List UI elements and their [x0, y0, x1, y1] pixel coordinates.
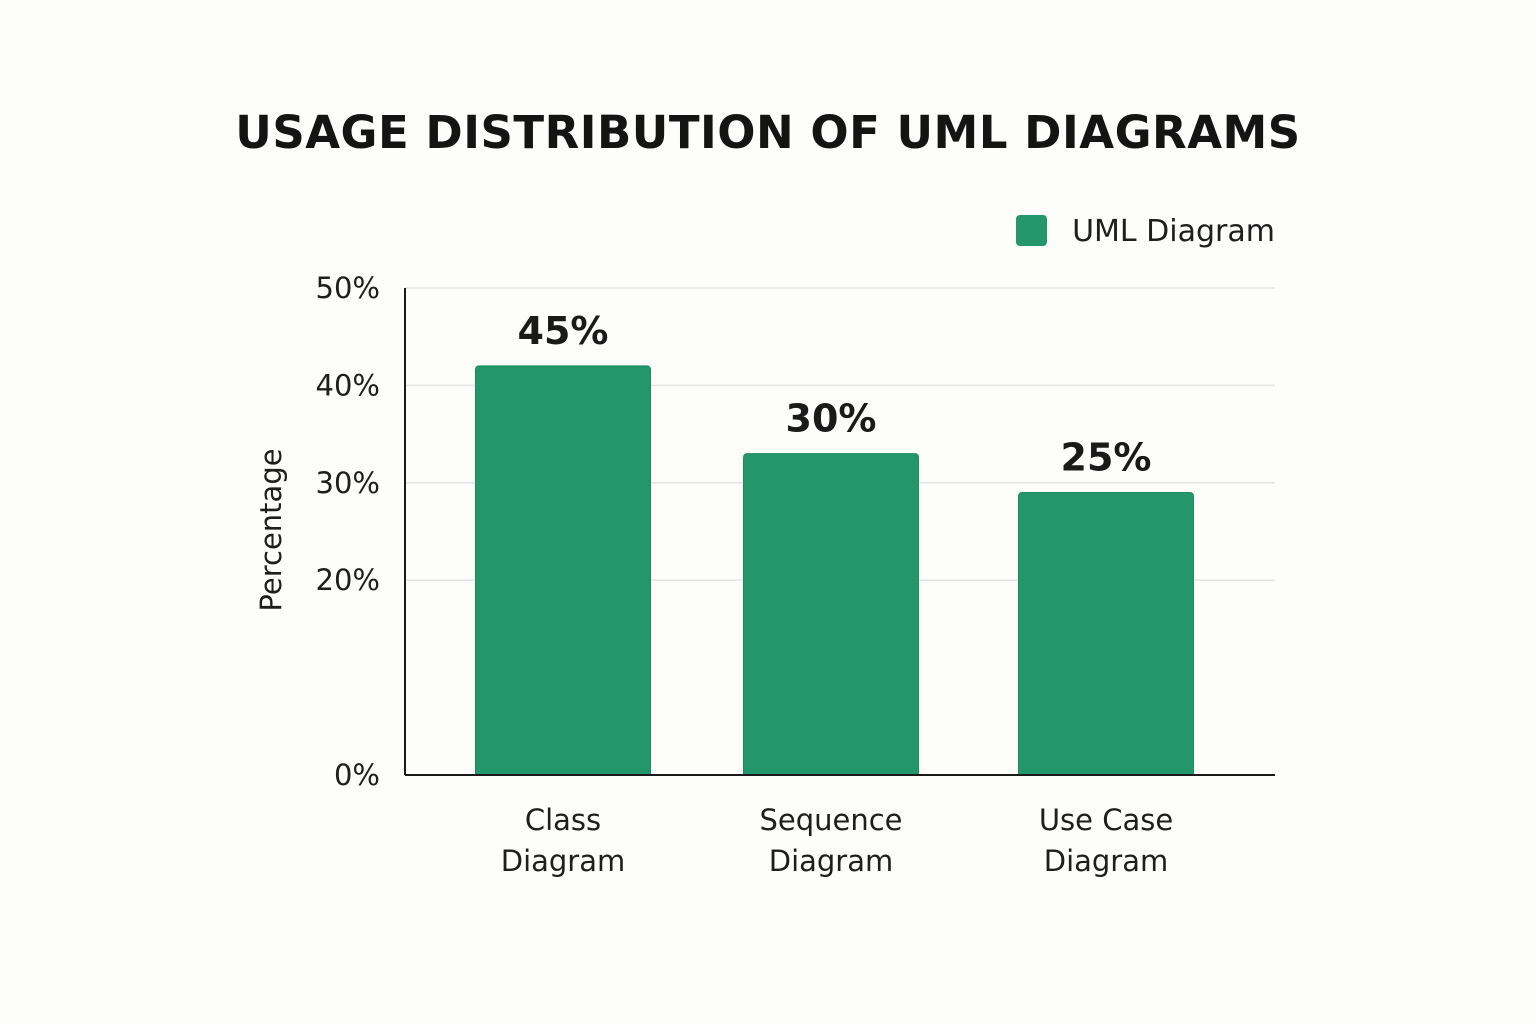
bar — [475, 365, 651, 776]
bar — [1018, 492, 1194, 776]
y-tick-label: 30% — [316, 466, 380, 500]
legend-label: UML Diagram — [1072, 214, 1275, 249]
x-category-label: Diagram — [769, 844, 894, 878]
bar — [743, 453, 919, 776]
y-axis-title: Percentage — [254, 448, 288, 611]
bars — [475, 365, 1194, 776]
data-label: 30% — [786, 397, 877, 441]
y-tick-labels: 0% 20% 30% 40% 50% — [316, 271, 380, 792]
x-category-label: Sequence — [759, 803, 902, 837]
x-category-labels: Class Diagram Sequence Diagram Use Case Diagr… — [501, 803, 1173, 878]
y-tick-label: 50% — [316, 271, 380, 305]
axes — [404, 288, 1275, 776]
y-tick-label: 40% — [316, 368, 380, 402]
x-category-label: Use Case — [1039, 803, 1173, 837]
x-category-label: Diagram — [1044, 844, 1169, 878]
data-labels: 45% 30% 25% — [518, 309, 1152, 480]
data-label: 45% — [518, 309, 609, 353]
legend: UML Diagram — [1016, 214, 1275, 249]
y-tick-label: 20% — [316, 563, 380, 597]
legend-swatch — [1016, 215, 1047, 246]
x-category-label: Class — [525, 803, 601, 837]
chart-title: USAGE DISTRIBUTION OF UML DIAGRAMS — [235, 106, 1301, 159]
data-label: 25% — [1061, 436, 1152, 480]
y-tick-label: 0% — [334, 758, 380, 792]
x-category-label: Diagram — [501, 844, 626, 878]
